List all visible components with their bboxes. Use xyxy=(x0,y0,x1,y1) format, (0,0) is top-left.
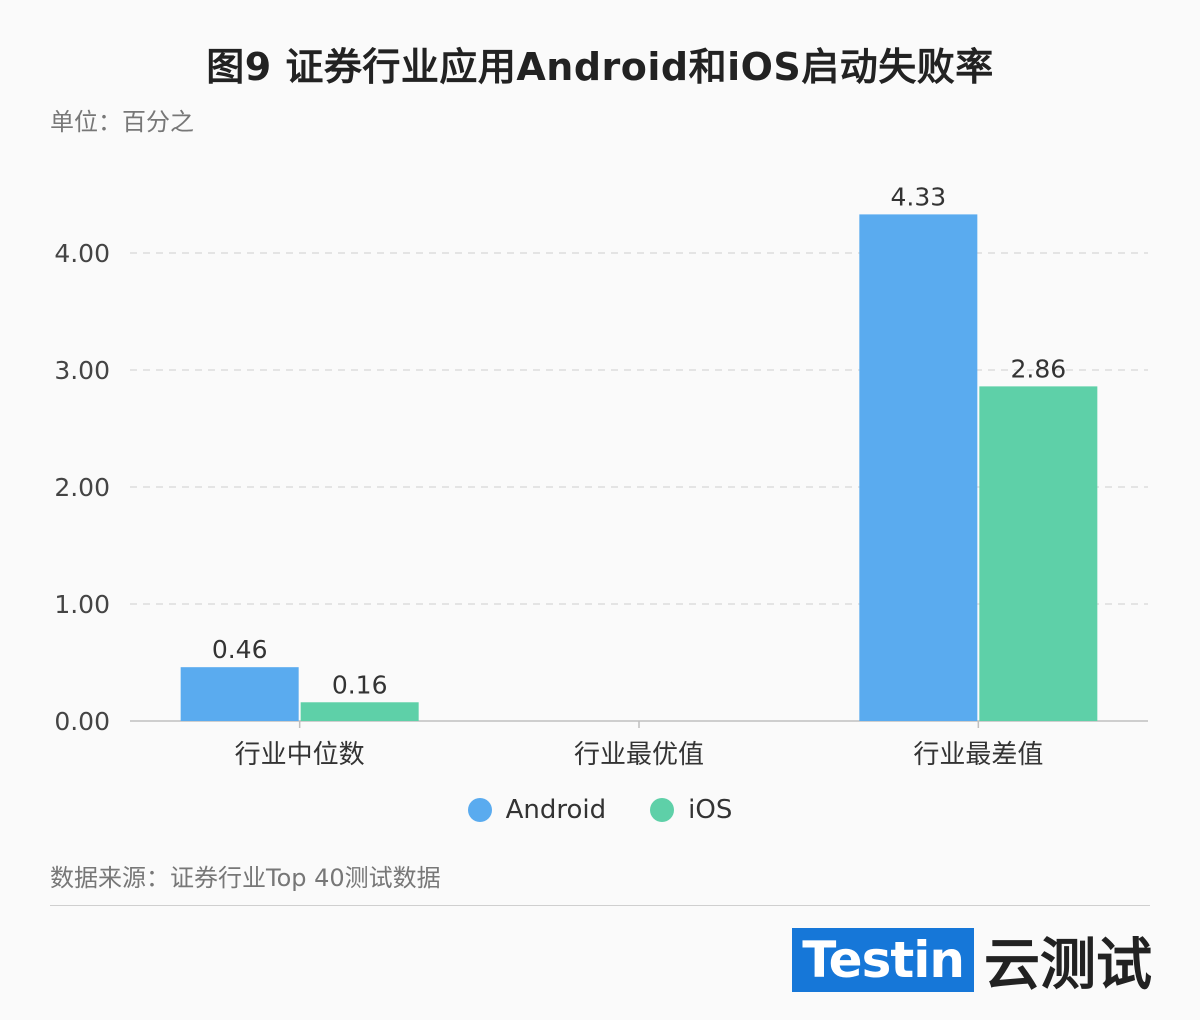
bar-android xyxy=(859,214,978,721)
legend-label-android: Android xyxy=(505,795,607,825)
y-tick-label: 2.00 xyxy=(54,473,110,502)
legend: Android iOS xyxy=(0,795,1200,825)
data-label: 0.16 xyxy=(332,670,388,699)
brand: Testin 云测试 xyxy=(792,928,1152,998)
data-label: 4.33 xyxy=(890,182,946,211)
bar-ios xyxy=(300,702,419,721)
y-tick-label: 0.00 xyxy=(54,707,110,736)
x-tick-label: 行业最差值 xyxy=(913,740,1043,770)
y-tick-label: 3.00 xyxy=(54,356,110,385)
bar-chart: 0.00 1.00 2.00 3.00 4.00 行业中位数 0.46 0.16 行业最优值 行业… xyxy=(54,182,1148,770)
legend-label-ios: iOS xyxy=(688,795,733,825)
legend-item-android: Android xyxy=(467,795,607,825)
bar-android xyxy=(180,667,299,721)
testin-logo: Testin xyxy=(792,928,974,992)
legend-swatch-android xyxy=(467,798,492,822)
y-tick-label: 1.00 xyxy=(54,590,110,619)
legend-item-ios: iOS xyxy=(650,795,732,825)
unit-label: 单位：百分之 xyxy=(50,108,194,136)
brand-text: 云测试 xyxy=(984,932,1152,998)
divider xyxy=(50,905,1150,906)
bar-ios xyxy=(979,386,1098,721)
x-tick-label: 行业最优值 xyxy=(574,740,704,770)
data-label: 2.86 xyxy=(1010,354,1066,383)
chart-title: 图9 证券行业应用Android和iOS启动失败率 xyxy=(206,45,994,89)
x-tick-label: 行业中位数 xyxy=(235,740,365,770)
y-tick-label: 4.00 xyxy=(54,239,110,268)
data-source: 数据来源：证券行业Top 40测试数据 xyxy=(50,864,441,892)
data-label: 0.46 xyxy=(212,635,268,664)
legend-swatch-ios xyxy=(650,798,675,822)
